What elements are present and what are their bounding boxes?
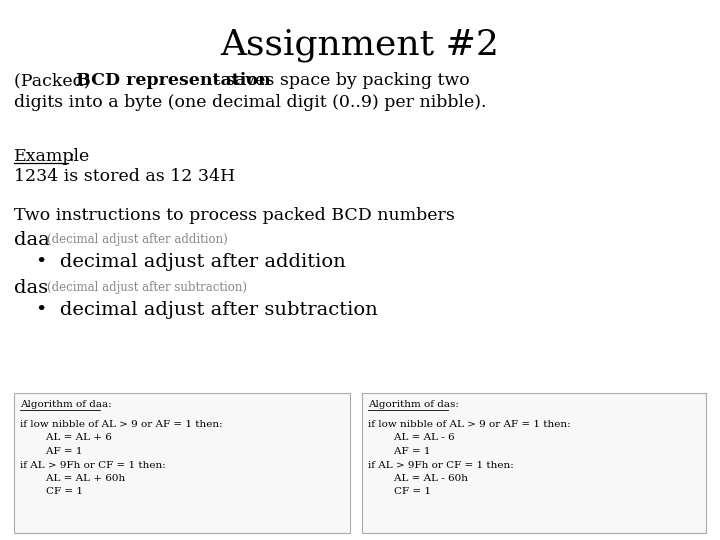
Text: :: :	[68, 148, 73, 165]
Text: Example: Example	[14, 148, 90, 165]
Text: if low nibble of AL > 9 or AF = 1 then:: if low nibble of AL > 9 or AF = 1 then:	[368, 420, 571, 429]
Text: AL = AL - 6: AL = AL - 6	[368, 434, 454, 442]
Bar	[14, 393, 350, 533]
Text: - saves space by packing two: - saves space by packing two	[209, 72, 469, 89]
Text: 1234 is stored as 12 34H: 1234 is stored as 12 34H	[14, 168, 235, 185]
Text: if low nibble of AL > 9 or AF = 1 then:: if low nibble of AL > 9 or AF = 1 then:	[20, 420, 222, 429]
Text: digits into a byte (one decimal digit (0..9) per nibble).: digits into a byte (one decimal digit (0…	[14, 94, 487, 111]
Bar	[362, 393, 706, 533]
Text: BCD representation: BCD representation	[76, 72, 271, 89]
Text: daa: daa	[14, 231, 50, 249]
Text: Two instructions to process packed BCD numbers: Two instructions to process packed BCD n…	[14, 207, 455, 224]
Text: Assignment #2: Assignment #2	[220, 28, 500, 62]
Text: if AL > 9Fh or CF = 1 then:: if AL > 9Fh or CF = 1 then:	[368, 461, 514, 469]
Text: AF = 1: AF = 1	[20, 447, 83, 456]
Text: AL = AL - 60h: AL = AL - 60h	[368, 474, 468, 483]
Text: (decimal adjust after subtraction): (decimal adjust after subtraction)	[47, 281, 247, 294]
Text: AF = 1: AF = 1	[368, 447, 431, 456]
Text: (Packed): (Packed)	[14, 72, 96, 89]
Text: CF = 1: CF = 1	[20, 488, 83, 496]
Text: das: das	[14, 279, 48, 297]
Text: CF = 1: CF = 1	[368, 488, 431, 496]
Text: (decimal adjust after addition): (decimal adjust after addition)	[47, 233, 228, 246]
Text: Algorithm of daa:: Algorithm of daa:	[20, 400, 112, 409]
Text: AL = AL + 6: AL = AL + 6	[20, 434, 112, 442]
Text: Algorithm of das:: Algorithm of das:	[368, 400, 459, 409]
Text: •  decimal adjust after subtraction: • decimal adjust after subtraction	[36, 301, 378, 319]
Text: AL = AL + 60h: AL = AL + 60h	[20, 474, 125, 483]
Text: if AL > 9Fh or CF = 1 then:: if AL > 9Fh or CF = 1 then:	[20, 461, 166, 469]
Text: •  decimal adjust after addition: • decimal adjust after addition	[36, 253, 346, 271]
